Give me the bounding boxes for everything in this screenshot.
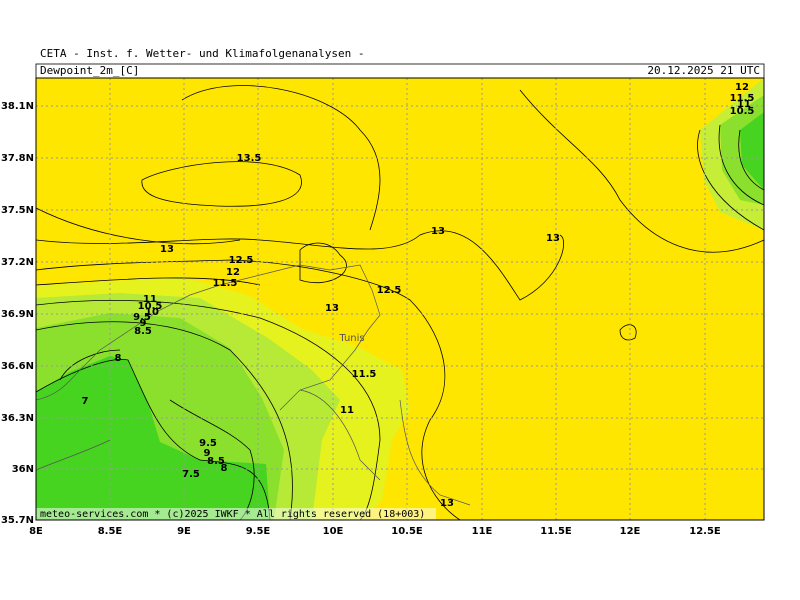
contour-label: 9.5: [199, 438, 217, 449]
datetime: 20.12.2025 21 UTC: [647, 64, 760, 77]
contour-label: 11: [340, 405, 354, 416]
lat-label: 37.2N: [1, 257, 34, 268]
credit: meteo-services.com * (c)2025 IWKF * All …: [40, 509, 425, 520]
lon-label: 10.5E: [391, 526, 423, 537]
contour-label: 10: [145, 307, 159, 318]
lon-label: 8.5E: [98, 526, 123, 537]
lat-label: 37.5N: [1, 205, 34, 216]
contour-label: 12: [226, 267, 240, 278]
contour-label: 11.5: [352, 369, 377, 380]
lon-label: 10E: [323, 526, 344, 537]
lon-label: 11E: [472, 526, 493, 537]
lon-label: 9E: [177, 526, 191, 537]
contour-label: 11.5: [730, 93, 755, 104]
lat-label: 36.9N: [1, 309, 34, 320]
lon-label: 8E: [29, 526, 43, 537]
title: Dewpoint_2m_[C]: [40, 64, 139, 77]
lat-label: 36N: [12, 464, 34, 475]
contour-label: 11: [143, 294, 157, 305]
contours: [36, 85, 764, 520]
lon-label: 11.5E: [540, 526, 572, 537]
contour-label: 13: [325, 303, 339, 314]
map-frame: [35, 77, 765, 521]
lat-label: 36.6N: [1, 361, 34, 372]
contour-label: 13.5: [237, 153, 262, 164]
contour-label: 13: [546, 233, 560, 244]
field-zone: [36, 356, 270, 520]
contour-label: 9.5: [133, 312, 151, 323]
institute: CETA - Inst. f. Wetter- und Klimafolgena…: [40, 47, 365, 60]
contour-label: 9: [140, 318, 147, 329]
contour-label: 13: [440, 498, 454, 509]
lon-label: 9.5E: [246, 526, 271, 537]
contour-label: 12.5: [229, 255, 254, 266]
contour-label: 11: [737, 99, 751, 110]
lat-label: 37.8N: [1, 153, 34, 164]
coastline: [36, 264, 471, 506]
contour-label: 7.5: [182, 469, 200, 480]
lat-label: 35.7N: [1, 515, 34, 526]
lat-label: 36.3N: [1, 413, 34, 424]
contour-label: 10.5: [138, 301, 163, 312]
grid: [36, 78, 764, 520]
contour-label: 11.5: [213, 278, 238, 289]
contour-label: 10.5: [730, 106, 755, 117]
map-field: [36, 78, 764, 520]
contour-label: 7: [82, 396, 89, 407]
credit-bg: [36, 508, 436, 520]
contour-label: 12: [735, 82, 749, 93]
contour-label: 13: [431, 226, 445, 237]
field-zone: [740, 112, 764, 190]
contour-label: 8.5: [134, 326, 152, 337]
lat-label: 38.1N: [1, 101, 34, 112]
contour-label: 12.5: [377, 285, 402, 296]
contour-label: 8: [115, 353, 122, 364]
place-name: Tunis: [338, 333, 364, 344]
contour-label: 8: [221, 463, 228, 474]
contour-label: 8.5: [207, 456, 225, 467]
contour-label: 13: [160, 244, 174, 255]
lon-label: 12E: [620, 526, 641, 537]
contour-label: 9: [204, 448, 211, 459]
lon-label: 12.5E: [689, 526, 721, 537]
